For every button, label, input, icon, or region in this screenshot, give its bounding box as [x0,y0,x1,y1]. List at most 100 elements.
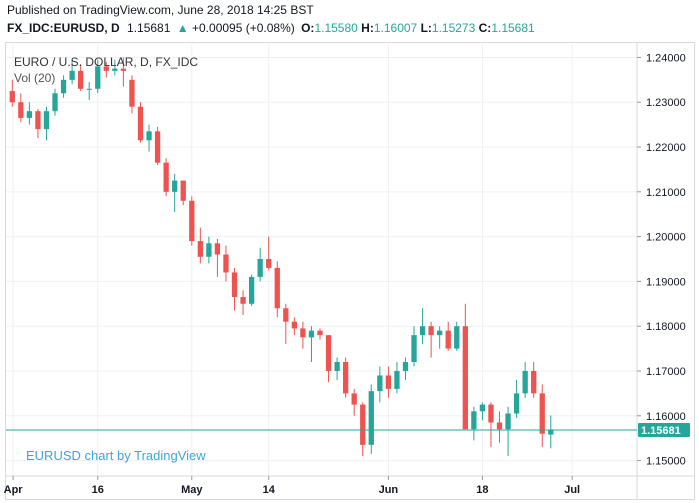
candle [385,366,392,398]
candle [129,75,135,114]
candle-body [266,259,272,268]
candle-body [129,79,135,107]
candle [471,406,477,441]
candle [52,88,58,116]
candle-body [419,326,426,336]
candle-body [368,391,374,445]
candle [325,335,332,383]
candle [266,236,272,271]
candle-body [548,430,554,435]
symbol-info-line: FX_IDC:EURUSD, D 1.15681 ▲ +0.00095 (+0.… [7,21,535,35]
close-label: C: [478,21,492,35]
candle-body [163,162,169,192]
high-label: H: [361,21,374,35]
candle-body [325,335,332,371]
candle [231,267,238,311]
candle-body [454,326,460,349]
price-tick-label: 1.22000 [646,142,686,154]
price-tick-label: 1.23000 [646,97,686,109]
candle-body [351,393,357,405]
candle [180,180,186,206]
candle-body [291,321,298,329]
price-tick-label: 1.15000 [646,456,686,468]
candle [496,411,503,443]
candle-body [283,308,289,322]
candle-body [437,330,443,336]
open-label: O: [301,21,315,35]
candle-body [180,180,186,201]
candle-body [197,241,203,257]
candle-body [189,200,195,242]
pane-title: EURO / U.S. DOLLAR, D, FX_IDC [14,55,198,69]
candle-body [488,404,494,423]
candle [522,362,528,398]
candle [317,328,323,340]
candle-body [60,79,67,94]
candle [206,236,212,264]
candle [18,93,24,123]
candle [377,366,383,403]
candle [35,108,41,139]
price-tick-label: 1.20000 [646,232,686,244]
candle [334,357,340,380]
candles-layer [9,57,554,457]
candle-body [103,66,109,71]
candle-body [214,243,221,255]
candle-body [300,328,306,338]
candle [445,321,451,351]
symbol-name: FX_IDC:EURUSD, D [7,21,120,35]
candle-body [479,404,486,412]
candle [240,290,246,315]
last-price-tag [638,423,690,438]
time-tick-label: May [181,484,203,496]
price-tick-label: 1.21000 [646,187,686,199]
candle [291,317,298,336]
candle [351,388,357,416]
candle-body [445,330,451,349]
candle [26,102,33,125]
candle [9,79,15,107]
candle-body [428,326,434,336]
candle [419,308,426,345]
candle-body [360,404,366,445]
candle [172,173,178,212]
candle-body [69,70,75,80]
time-tick-label: Apr [4,484,24,496]
candle [283,303,289,345]
candle [69,59,75,85]
last-price-tag-label: 1.15681 [641,425,681,437]
candle [360,402,366,457]
price-tick-label: 1.18000 [646,321,686,333]
candle [548,415,554,449]
candle [308,326,315,363]
price-axis: 1.24000 1.23000 1.22000 1.21000 1.20000 1.190… [637,52,686,468]
published-caption: Published on TradingView.com, June 28, 2… [7,3,314,17]
time-tick-label: Jul [564,484,580,496]
time-tick-label: 14 [263,484,276,496]
chart-frame [5,42,695,500]
candle-body [274,267,280,309]
candle [95,59,101,94]
candle [163,158,169,197]
candle [454,321,460,351]
chart-grid [6,44,637,476]
candle-body [522,370,528,394]
price-tick-label: 1.24000 [646,52,686,64]
candle-body [240,297,246,304]
candle-body [95,66,101,89]
up-arrow-icon: ▲ [176,21,189,35]
candle [437,326,443,349]
candle [368,384,374,454]
candle-body [78,70,84,89]
candle-body [531,370,537,394]
candle [154,126,161,165]
candle-body [513,393,520,414]
candle [86,82,92,100]
candle [223,245,229,282]
time-axis: Apr 16 May 14 Jun 18 Jul [4,476,580,496]
last-price: 1.15681 [127,21,171,35]
candle [402,357,409,380]
candle-body [223,254,229,273]
candle [78,64,84,92]
